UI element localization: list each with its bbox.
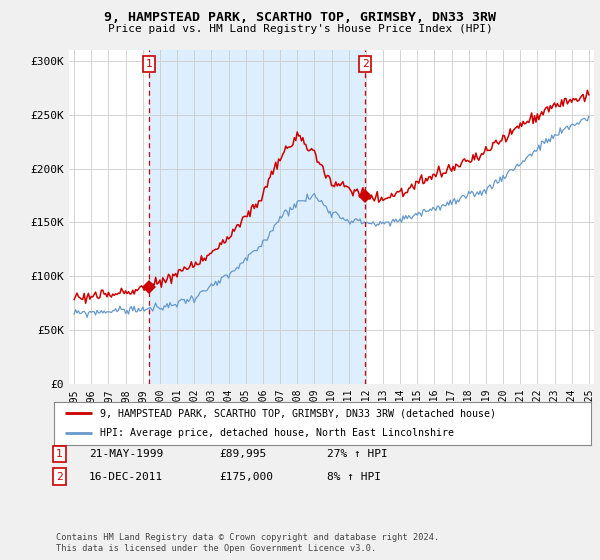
Text: 2: 2	[362, 59, 368, 69]
Text: 1: 1	[56, 449, 62, 459]
Text: 8% ↑ HPI: 8% ↑ HPI	[327, 472, 381, 482]
Text: 2: 2	[56, 472, 62, 482]
Text: 16-DEC-2011: 16-DEC-2011	[89, 472, 163, 482]
Text: £175,000: £175,000	[219, 472, 273, 482]
Text: Price paid vs. HM Land Registry's House Price Index (HPI): Price paid vs. HM Land Registry's House …	[107, 24, 493, 34]
Bar	[149, 50, 365, 384]
Text: £89,995: £89,995	[219, 449, 266, 459]
Text: HPI: Average price, detached house, North East Lincolnshire: HPI: Average price, detached house, Nort…	[100, 428, 454, 438]
Text: 1: 1	[146, 59, 152, 69]
Text: 21-MAY-1999: 21-MAY-1999	[89, 449, 163, 459]
Text: 9, HAMPSTEAD PARK, SCARTHO TOP, GRIMSBY, DN33 3RW (detached house): 9, HAMPSTEAD PARK, SCARTHO TOP, GRIMSBY,…	[100, 408, 496, 418]
Text: 27% ↑ HPI: 27% ↑ HPI	[327, 449, 388, 459]
Text: Contains HM Land Registry data © Crown copyright and database right 2024.
This d: Contains HM Land Registry data © Crown c…	[56, 533, 439, 553]
Text: 9, HAMPSTEAD PARK, SCARTHO TOP, GRIMSBY, DN33 3RW: 9, HAMPSTEAD PARK, SCARTHO TOP, GRIMSBY,…	[104, 11, 496, 24]
